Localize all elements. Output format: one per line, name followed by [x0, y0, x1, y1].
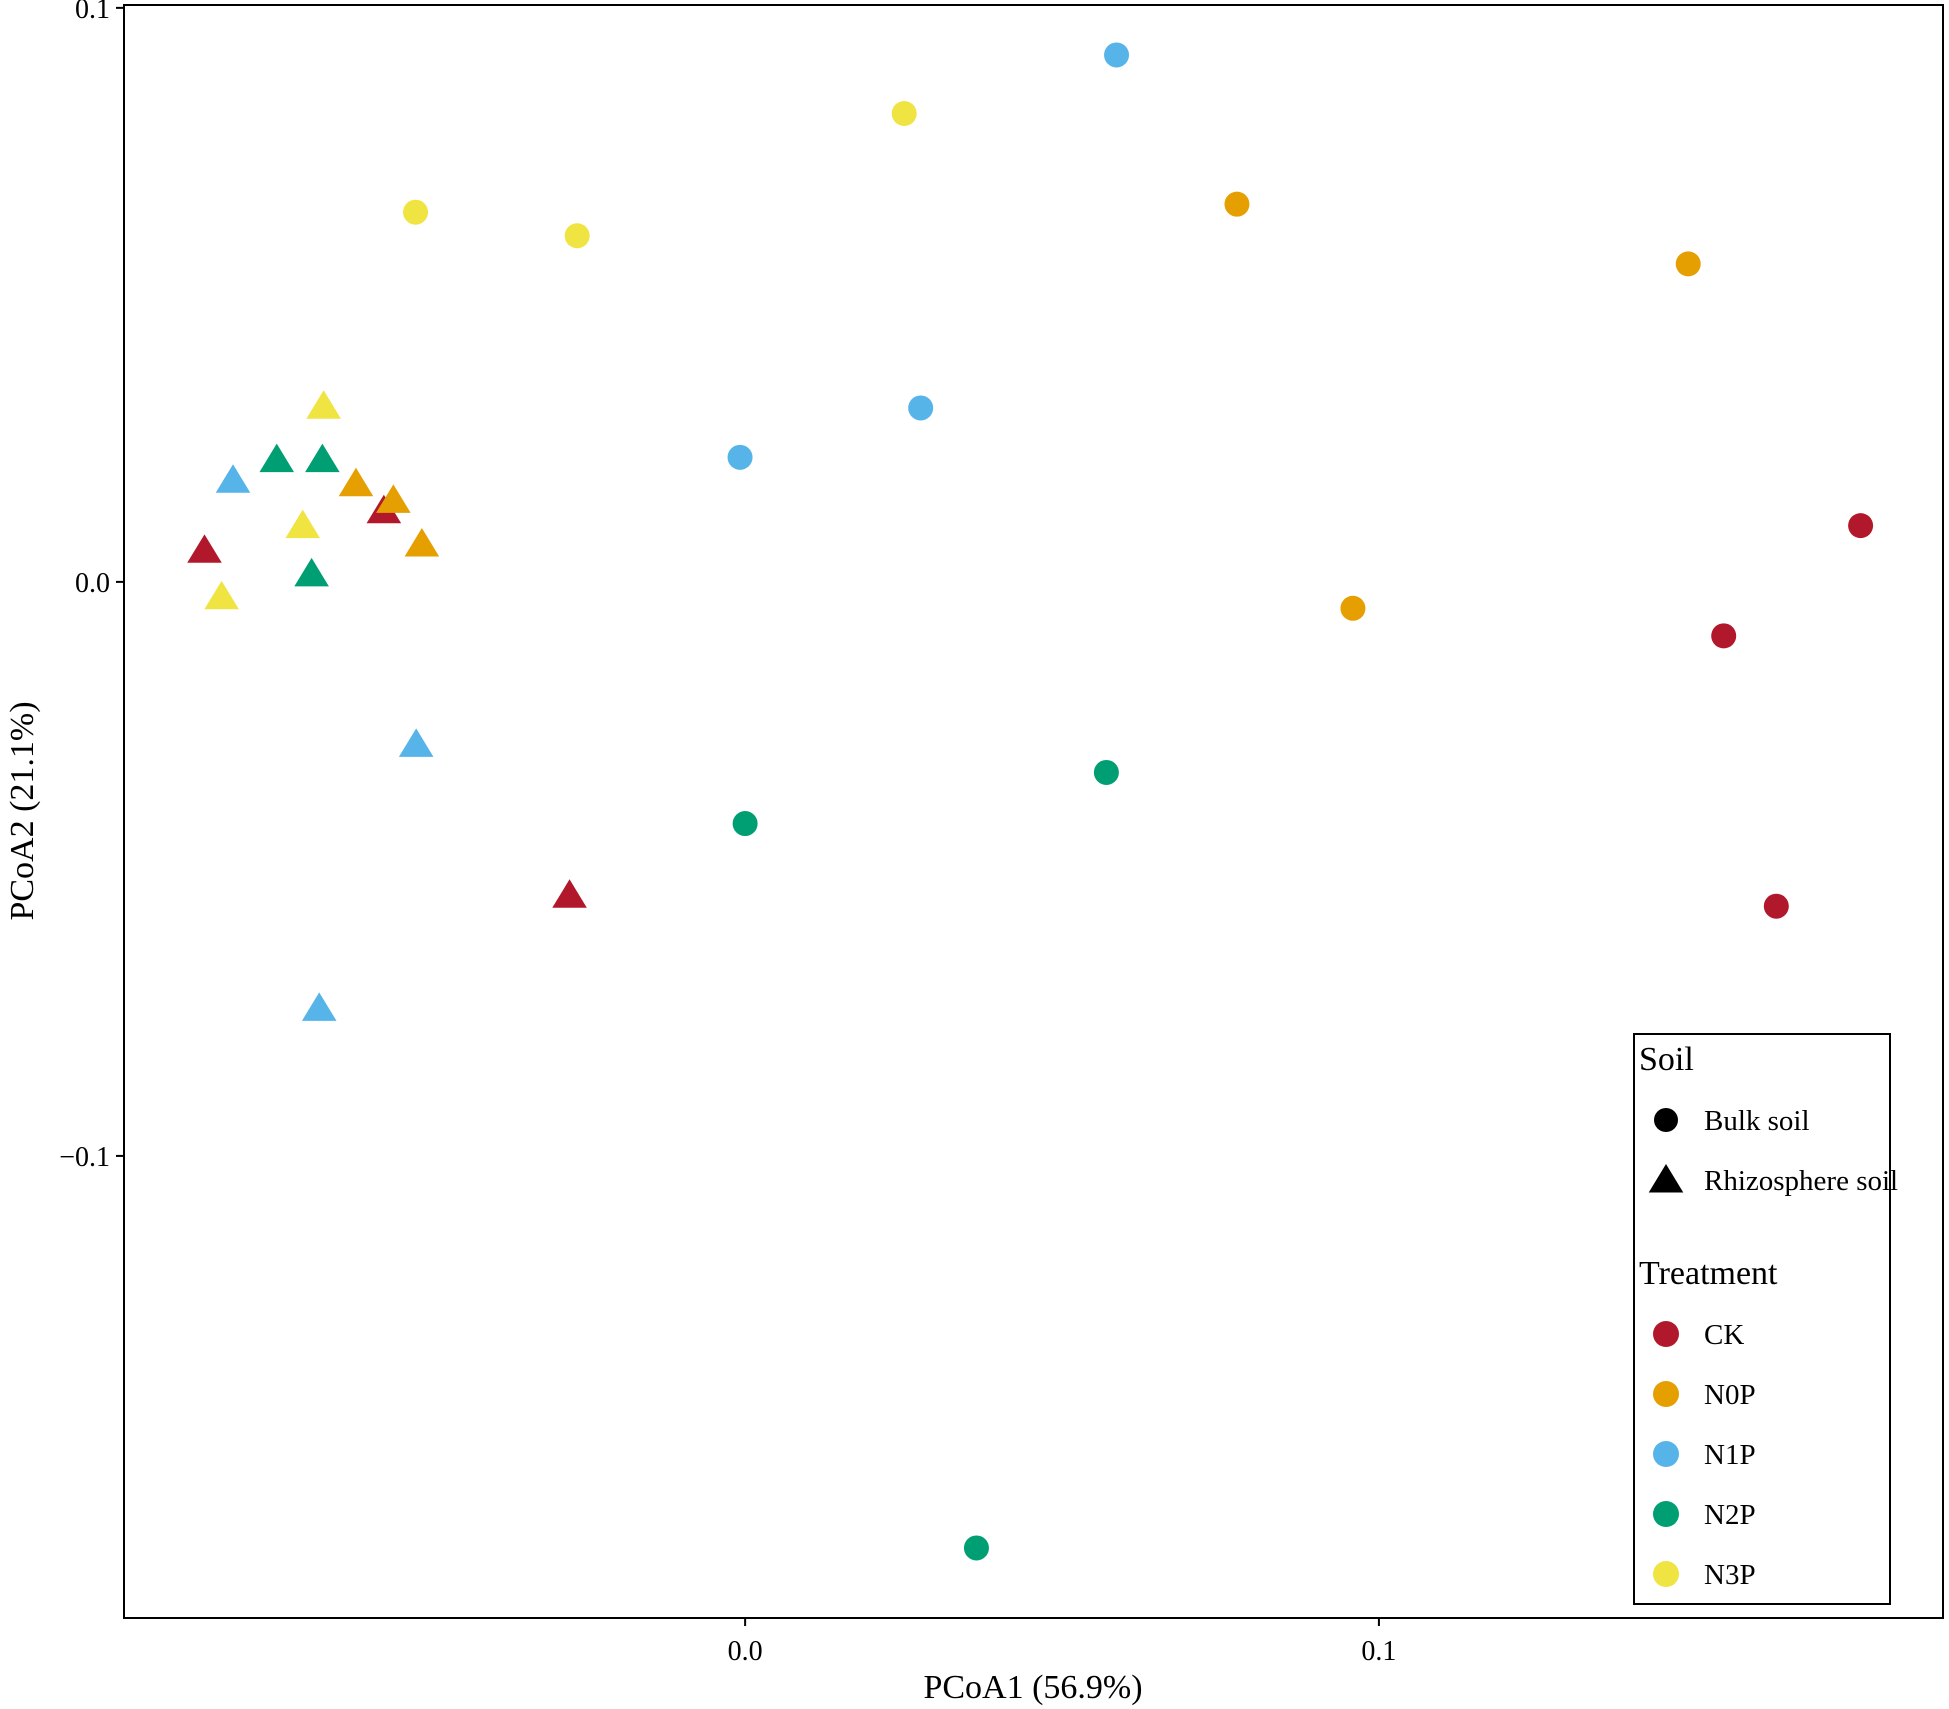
legend-treatment-label: N1P: [1704, 1439, 1756, 1471]
point-n3p-bulk-soil: [891, 100, 917, 126]
point-n2p-bulk-soil: [1093, 759, 1119, 785]
point-ck-bulk-soil: [1848, 513, 1874, 539]
point-n3p-rhizosphere-soil: [285, 509, 321, 539]
y-tick-label: 0.1: [75, 0, 110, 25]
legend-soil-label: Bulk soil: [1704, 1105, 1810, 1137]
point-n3p-bulk-soil: [564, 223, 590, 249]
point-n1p-rhizosphere-soil: [215, 464, 251, 493]
legend-triangle-icon: [1648, 1164, 1684, 1193]
legend-swatch-n3p: [1653, 1561, 1679, 1587]
legend: Soil Bulk soil Rhizosphere soil Treatment…: [1633, 1033, 1898, 1605]
point-ck-rhizosphere-soil: [552, 879, 587, 908]
point-n2p-rhizosphere-soil: [294, 557, 329, 587]
y-tick-label: −0.1: [59, 1142, 110, 1173]
x-axis-ticks: 0.0 0.1: [728, 1618, 1396, 1667]
legend-swatch-ck: [1653, 1321, 1679, 1347]
point-n1p-rhizosphere-soil: [398, 728, 434, 757]
legend-treatment-label: N0P: [1704, 1379, 1756, 1411]
point-n0p-rhizosphere-soil: [338, 467, 374, 497]
legend-treatment-items: CK N0P N1P N2P N3P: [1653, 1319, 1756, 1591]
point-n0p-bulk-soil: [1340, 595, 1366, 621]
legend-treatment-label: CK: [1704, 1319, 1744, 1351]
legend-swatch-n2p: [1653, 1501, 1679, 1527]
point-n1p-bulk-soil: [908, 395, 934, 421]
point-n1p-rhizosphere-soil: [301, 992, 337, 1021]
point-n2p-bulk-soil: [732, 811, 758, 837]
point-n1p-bulk-soil: [1104, 42, 1130, 68]
point-ck-rhizosphere-soil: [187, 534, 222, 563]
point-n3p-rhizosphere-soil: [204, 580, 239, 610]
plot-panel-border: [123, 4, 1944, 1619]
point-ck-bulk-soil: [1711, 623, 1737, 649]
legend-treatment-label: N3P: [1704, 1559, 1756, 1591]
legend-treatment-title: Treatment: [1639, 1255, 1778, 1292]
point-n2p-bulk-soil: [963, 1535, 989, 1561]
point-ck-bulk-soil: [1763, 893, 1789, 919]
data-points: [187, 42, 1874, 1561]
x-tick-label: 0.1: [1361, 1636, 1396, 1667]
legend-soil-title: Soil: [1639, 1041, 1694, 1078]
point-n2p-rhizosphere-soil: [259, 443, 295, 473]
point-n1p-bulk-soil: [727, 444, 753, 470]
point-n2p-rhizosphere-soil: [305, 443, 340, 473]
point-n3p-bulk-soil: [403, 199, 429, 225]
legend-soil-items: Bulk soil Rhizosphere soil: [1648, 1105, 1898, 1197]
point-n3p-rhizosphere-soil: [306, 390, 341, 419]
legend-soil-label: Rhizosphere soil: [1704, 1165, 1898, 1197]
legend-swatch-n0p: [1653, 1381, 1679, 1407]
point-n0p-rhizosphere-soil: [404, 528, 440, 557]
legend-swatch-n1p: [1653, 1441, 1679, 1467]
point-n0p-bulk-soil: [1224, 191, 1250, 217]
x-axis-title: PCoA1 (56.9%): [923, 1669, 1142, 1706]
legend-circle-icon: [1654, 1108, 1678, 1132]
legend-treatment-label: N2P: [1704, 1499, 1756, 1531]
point-n0p-bulk-soil: [1675, 251, 1701, 277]
y-tick-label: 0.0: [75, 568, 110, 599]
point-n0p-rhizosphere-soil: [376, 484, 411, 513]
y-axis-title: PCoA2 (21.1%): [4, 701, 41, 920]
y-axis-ticks: 0.1 0.0 −0.1: [59, 0, 124, 1173]
x-tick-label: 0.0: [728, 1636, 763, 1667]
